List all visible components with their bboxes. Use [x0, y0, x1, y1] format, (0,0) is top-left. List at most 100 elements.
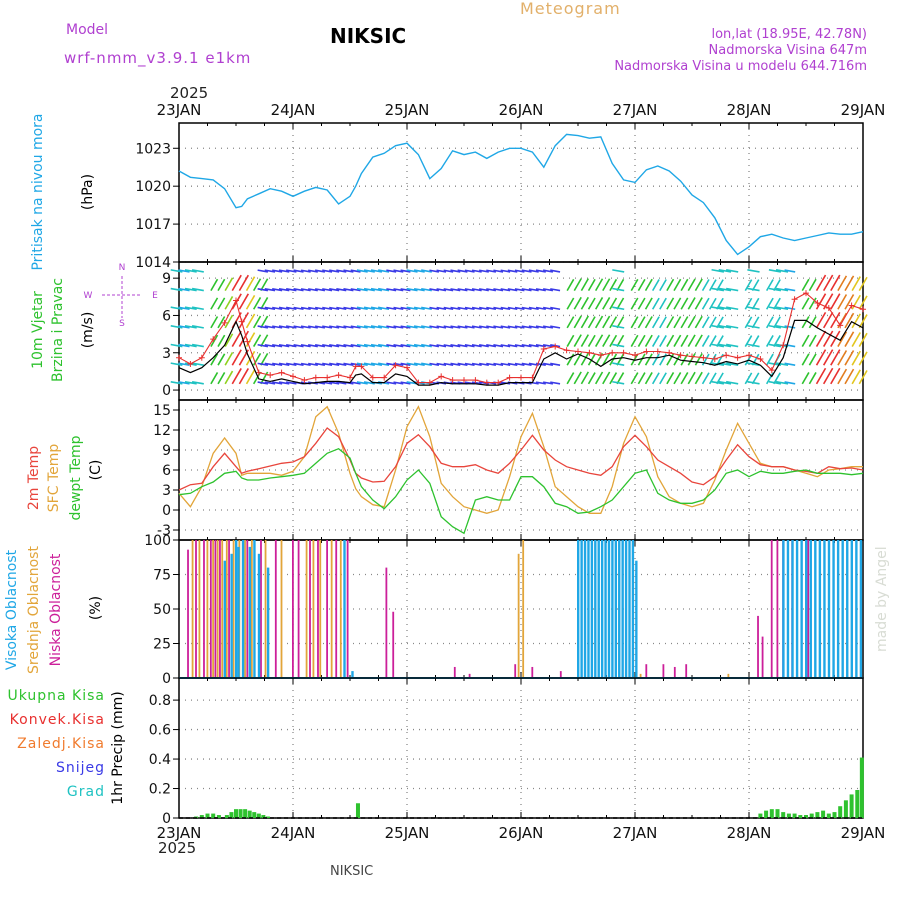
- wind-arrow: [514, 288, 525, 292]
- precip-bar: [832, 812, 837, 818]
- wind-arrow: [178, 325, 190, 329]
- wind-arrow: [521, 362, 532, 366]
- cloud-bar-low: [292, 540, 294, 678]
- wind-arrow: [400, 344, 411, 348]
- wind-arrow: [400, 288, 411, 292]
- wind-arrow: [602, 315, 611, 329]
- station-title: NIKSIC: [330, 24, 406, 48]
- wind-arrow: [406, 306, 418, 311]
- wind-arrow: [801, 278, 810, 291]
- wind-arrow: [500, 362, 511, 366]
- ylabel-wind-unit: (m/s): [80, 312, 96, 349]
- wind-arrow: [356, 287, 368, 292]
- wind-arrow: [356, 306, 368, 311]
- wind-arrow: [329, 343, 340, 348]
- cloud-bar-high: [248, 546, 252, 678]
- cloud-bar-low: [274, 540, 277, 678]
- y-tick-label: 15: [153, 403, 171, 419]
- wind-arrow: [708, 279, 717, 291]
- wind-arrow: [718, 343, 732, 348]
- footer-station: NIKSIC: [330, 864, 373, 879]
- wind-arrow: [528, 306, 539, 311]
- cloud-bar-mid: [312, 540, 315, 678]
- wind-arrow: [264, 362, 276, 366]
- wind-arrow: [464, 325, 475, 329]
- wind-arrow: [851, 350, 861, 366]
- precip-bar: [804, 815, 808, 818]
- cloud-bar-mid: [522, 540, 525, 678]
- wind-arrow: [363, 306, 375, 311]
- wind-arrow: [370, 343, 383, 348]
- wind-arrow: [464, 306, 475, 311]
- wind-arrow: [393, 269, 404, 273]
- wind-arrow: [587, 353, 596, 366]
- precip-bar: [216, 815, 221, 818]
- y-tick-label: 0.4: [149, 752, 171, 768]
- gust-marker: [643, 348, 650, 355]
- wind-arrow: [217, 278, 226, 291]
- wind-arrow: [479, 288, 489, 292]
- wind-arrow: [637, 278, 646, 291]
- gust-marker: [187, 360, 194, 367]
- cloud-bar-high: [266, 567, 270, 678]
- wind-arrow: [238, 274, 250, 291]
- wind-arrow: [377, 325, 390, 329]
- wind-arrow: [550, 269, 561, 273]
- wind-arrow: [178, 381, 190, 385]
- wind-arrow: [217, 334, 226, 347]
- wind-arrow: [264, 269, 276, 273]
- wind-arrow: [356, 362, 368, 366]
- wind-arrow: [687, 334, 696, 347]
- gust-marker: [723, 352, 730, 359]
- precip-bar: [859, 757, 864, 818]
- wind-arrow: [680, 278, 689, 291]
- cloud-bar-high: [827, 540, 831, 678]
- wind-arrow: [630, 297, 639, 310]
- wind-arrow: [680, 316, 689, 329]
- wind-arrow: [413, 269, 425, 273]
- wind-arrow: [726, 380, 739, 385]
- gust-marker: [238, 318, 245, 325]
- wind-arrow: [659, 297, 667, 310]
- wind-arrow: [858, 314, 868, 329]
- wind-arrow: [612, 343, 625, 348]
- wind-arrow: [644, 297, 653, 310]
- wind-arrow: [329, 362, 340, 366]
- wind-arrow: [443, 344, 454, 348]
- wind-arrow: [680, 297, 689, 310]
- gust-marker: [791, 296, 798, 303]
- wind-arrow: [231, 349, 242, 366]
- wind-arrow: [815, 274, 827, 291]
- wind-arrow: [471, 288, 482, 292]
- wind-arrow: [314, 325, 326, 329]
- wind-arrow: [594, 315, 604, 329]
- wind-arrow: [479, 362, 489, 366]
- time-label-top: 28JAN: [727, 101, 772, 119]
- wind-arrow: [363, 362, 375, 366]
- wind-arrow: [507, 362, 518, 366]
- wind-arrow: [336, 381, 347, 385]
- wind-arrow: [308, 306, 318, 311]
- wind-arrow: [528, 344, 539, 348]
- wind-arrow: [822, 330, 834, 347]
- wind-arrow: [393, 344, 404, 348]
- gust-marker: [461, 377, 467, 384]
- wind-arrow: [815, 311, 827, 329]
- panel-frame: [178, 677, 864, 819]
- y-tick-label: 1014: [135, 255, 171, 271]
- cloud-bar-low: [326, 540, 328, 678]
- cloud-bar-high: [590, 540, 594, 678]
- ylabel-low-cloud: Niska Oblacnost: [48, 553, 64, 666]
- gust-marker: [814, 300, 821, 307]
- cloud-bar-low: [514, 664, 517, 678]
- wind-arrow: [377, 306, 390, 311]
- cloud-bar-high: [257, 553, 261, 678]
- wind-arrow: [630, 334, 639, 347]
- wind-arrow: [566, 372, 575, 385]
- wind-arrow: [630, 372, 639, 385]
- wind-arrow: [231, 330, 242, 347]
- wind-arrow: [464, 344, 475, 348]
- wind-arrow: [609, 297, 618, 310]
- wind-arrow: [377, 269, 390, 273]
- wind-arrow: [252, 278, 262, 291]
